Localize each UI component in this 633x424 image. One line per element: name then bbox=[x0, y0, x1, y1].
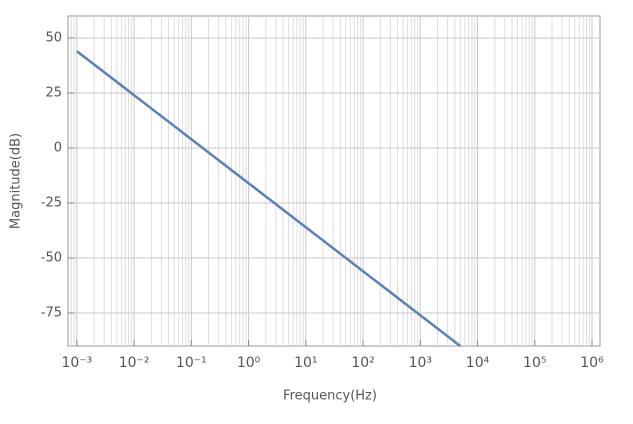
x-tick-label: 10⁻³ bbox=[61, 355, 92, 371]
y-axis-label: Magnitude(dB) bbox=[9, 133, 24, 229]
x-tick-label: 10³ bbox=[409, 355, 432, 371]
x-tick-label: 10¹ bbox=[294, 355, 317, 371]
x-tick-label: 10⁶ bbox=[580, 355, 604, 371]
y-tick-label: -75 bbox=[41, 306, 62, 321]
line bbox=[76, 50, 462, 347]
x-tick-label: 10⁻¹ bbox=[176, 355, 207, 371]
x-tick-label: 10⁴ bbox=[466, 355, 490, 371]
y-tick-label: 25 bbox=[45, 86, 62, 101]
x-tick-label: 10² bbox=[351, 355, 374, 371]
y-tick-label: 50 bbox=[45, 31, 62, 46]
x-tick-label: 10⁵ bbox=[523, 355, 546, 371]
x-tick-label: 10⁰ bbox=[237, 355, 261, 371]
y-tick-label: -25 bbox=[41, 196, 62, 211]
x-tick-label: 10⁻² bbox=[119, 355, 150, 371]
plot-frame bbox=[67, 15, 601, 347]
x-axis-label: Frequency(Hz) bbox=[283, 389, 377, 404]
y-tick-label: 0 bbox=[54, 141, 62, 156]
y-tick-label: -50 bbox=[41, 251, 62, 266]
